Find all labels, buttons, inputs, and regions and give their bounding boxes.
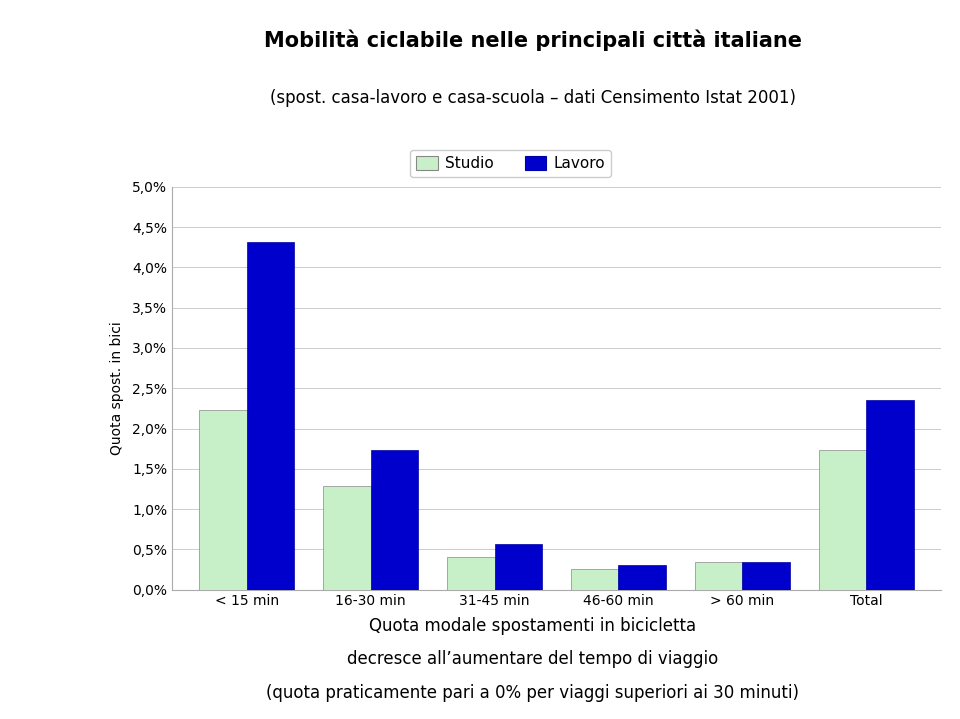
Bar bbox=[447, 557, 494, 590]
Text: Mobilità ciclabile nelle principali città italiane: Mobilità ciclabile nelle principali citt… bbox=[263, 29, 802, 51]
Bar bbox=[371, 450, 418, 590]
Text: (quota praticamente pari a 0% per viaggi superiori ai 30 minuti): (quota praticamente pari a 0% per viaggi… bbox=[266, 684, 799, 702]
Text: decresce all’aumentare del tempo di viaggio: decresce all’aumentare del tempo di viag… bbox=[347, 651, 718, 669]
Text: Quota modale spostamenti in bicicletta: Quota modale spostamenti in bicicletta bbox=[369, 617, 696, 635]
Bar bbox=[200, 410, 247, 590]
Y-axis label: Quota spost. in bici: Quota spost. in bici bbox=[109, 321, 124, 455]
Bar bbox=[571, 569, 618, 590]
Bar bbox=[247, 242, 294, 590]
Bar bbox=[618, 564, 665, 590]
Bar bbox=[819, 450, 867, 590]
Bar bbox=[742, 562, 789, 590]
Bar bbox=[867, 400, 914, 590]
Text: (spost. casa-lavoro e casa-scuola – dati Censimento Istat 2001): (spost. casa-lavoro e casa-scuola – dati… bbox=[270, 88, 796, 107]
Bar bbox=[695, 562, 742, 590]
Bar bbox=[494, 544, 541, 590]
Bar bbox=[324, 486, 371, 590]
Text: Utilizzo della bicicletta: Utilizzo della bicicletta bbox=[36, 145, 69, 574]
Legend: Studio, Lavoro: Studio, Lavoro bbox=[410, 150, 612, 177]
